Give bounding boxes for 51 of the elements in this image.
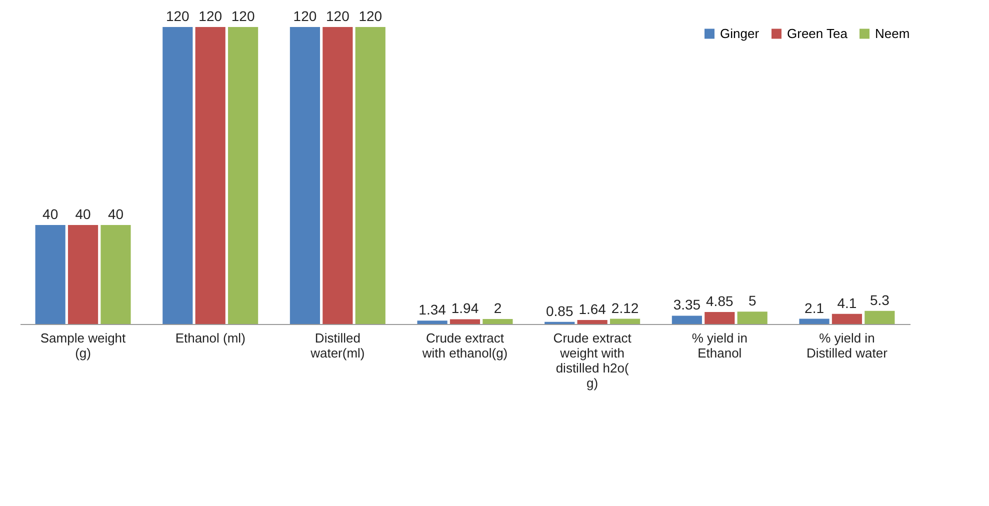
bar [672, 316, 702, 324]
bar [832, 314, 862, 324]
x-tick-label: % yield in Distilled water [806, 330, 888, 360]
data-label: 4.1 [837, 294, 857, 311]
x-tick-label: Sample weight (g) [40, 330, 126, 360]
bar [799, 318, 830, 324]
legend-label: Neem [875, 26, 910, 41]
x-tick-label: Crude extract with ethanol(g) [421, 330, 508, 360]
legend-label: Ginger [720, 26, 760, 41]
data-label: 2.12 [611, 300, 639, 316]
bar [417, 320, 448, 324]
bar [610, 318, 640, 324]
data-label: 120 [198, 8, 222, 24]
bar [737, 312, 768, 324]
bar [482, 319, 513, 324]
data-label: 40 [108, 206, 124, 222]
data-label: 1.34 [418, 302, 446, 318]
bar [355, 27, 386, 324]
bar [864, 310, 895, 324]
data-label: 120 [358, 8, 382, 24]
data-label: 40 [75, 206, 92, 222]
data-label: 3.35 [673, 296, 701, 313]
x-tick-label: Crude extract weight with distilled h2o( g) [553, 330, 632, 390]
data-label: 1.64 [578, 300, 606, 317]
bar [322, 27, 353, 324]
data-label: 120 [166, 8, 190, 24]
x-tick-label: Distilled water(ml) [310, 330, 365, 360]
x-tick-label: % yield in Ethanol [692, 330, 748, 360]
x-tick-label: Ethanol (ml) [175, 330, 246, 346]
data-label: 2.1 [804, 300, 824, 316]
data-label: 5.3 [870, 292, 890, 308]
data-label: 4.85 [706, 292, 734, 309]
bar [704, 312, 735, 324]
bar [450, 319, 480, 324]
bar [68, 225, 98, 324]
bar [35, 225, 66, 324]
bar [290, 27, 320, 324]
legend-label: Green Tea [787, 26, 848, 41]
data-label: 120 [326, 8, 350, 24]
bar [577, 320, 608, 324]
data-label: 120 [231, 8, 255, 24]
data-label: 0.85 [546, 302, 574, 319]
bar [162, 27, 193, 324]
data-label: 1.94 [451, 300, 479, 316]
data-label: 2 [494, 300, 502, 316]
bar [195, 27, 226, 324]
bar [100, 225, 131, 324]
data-label: 40 [42, 206, 58, 222]
data-label: 5 [748, 292, 756, 309]
bar [228, 27, 258, 324]
data-label: 120 [293, 8, 317, 24]
